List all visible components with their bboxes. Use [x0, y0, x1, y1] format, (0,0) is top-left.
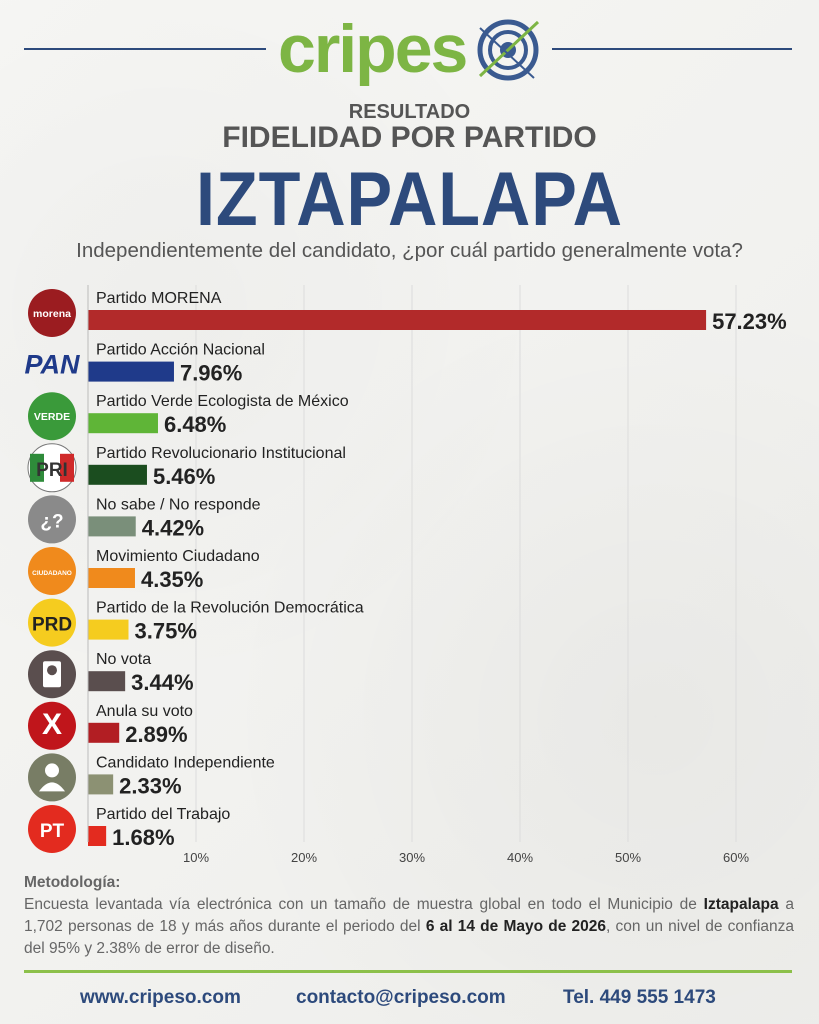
pt-logo-icon [28, 805, 76, 853]
category-label: Partido Acción Nacional [96, 342, 265, 359]
data-label: 4.42% [142, 515, 204, 540]
bar [88, 516, 136, 537]
footer-website-link[interactable]: www.cripeso.com [80, 987, 241, 1008]
kicker: RESULTADO [348, 101, 471, 123]
data-label: 2.89% [125, 722, 187, 747]
data-label: 7.96% [180, 361, 242, 386]
pri-green-band [30, 453, 44, 482]
bar [88, 361, 174, 382]
bar [88, 774, 114, 795]
bar [88, 310, 707, 330]
x-cross-icon [28, 701, 76, 750]
ballot-person [47, 665, 57, 676]
category-label: Partido MORENA [96, 290, 222, 307]
x-tick-label: 40% [507, 850, 533, 865]
target-icon [477, 19, 540, 81]
methodology-place: Iztapalapa [703, 896, 779, 913]
footer-phone: Tel. 449 555 1473 [563, 987, 716, 1008]
footer-email-link[interactable]: contacto@cripeso.com [296, 987, 506, 1008]
category-label: Partido Verde Ecologista de México [96, 393, 349, 410]
header-divider-right [552, 48, 792, 50]
x-tick-label: 50% [615, 850, 641, 865]
survey-question: Independientemente del candidato, ¿por c… [76, 239, 743, 262]
prd-logo-icon-text: PRD [32, 615, 72, 636]
category-label: No sabe / No responde [96, 496, 261, 513]
methodology-period: 6 al 14 de Mayo de 2026 [425, 918, 607, 935]
category-label: Partido Revolucionario Institucional [96, 445, 346, 462]
methodology-heading: Metodología: [24, 874, 121, 891]
data-label: 57.23% [712, 309, 787, 334]
pri-red-band [60, 453, 74, 482]
x-tick-label: 20% [291, 850, 317, 865]
data-label: 3.44% [131, 670, 193, 695]
bar [88, 722, 120, 743]
methodology-text-1: Encuesta levantada vía electrónica con u… [24, 896, 704, 913]
category-label: Anula su voto [96, 703, 193, 720]
data-label: 3.75% [135, 619, 197, 644]
bar [88, 619, 129, 640]
data-label: 1.68% [112, 825, 174, 850]
header-divider-left [24, 48, 266, 50]
bar [88, 464, 147, 485]
data-label: 2.33% [119, 773, 181, 798]
bar-chart: 10% 20% 30% 40% 50% 60% morena Partido MORENA 57… [24, 285, 787, 865]
morena-logo-icon-text: morena [33, 308, 71, 320]
x-tick-label: 10% [183, 850, 209, 865]
x-tick-label: 30% [399, 850, 425, 865]
data-label: 4.35% [141, 567, 203, 592]
logo-text-green: cripes [278, 11, 468, 87]
methodology-text-3: , con un nivel de confianza del 95% y 2.… [24, 918, 794, 957]
category-label: No vota [96, 651, 151, 668]
morena-logo-icon [28, 289, 76, 337]
prd-logo-icon [28, 598, 76, 647]
person-icon [28, 753, 76, 802]
x-cross-icon-text: X [42, 708, 62, 741]
verde-logo-icon-text: VERDE [34, 411, 70, 423]
methodology-text-2: a 1,702 personas de 18 y más años durant… [24, 896, 794, 935]
methodology: Metodología: Encuesta levantada vía elec… [24, 872, 794, 960]
page-title: IZTAPALAPA [196, 157, 623, 242]
bar [88, 413, 158, 434]
subtitle: FIDELIDAD POR PARTIDO [222, 121, 597, 154]
data-label: 6.48% [164, 412, 226, 437]
bar [88, 826, 107, 846]
movimiento-ciudadano-logo-icon [28, 547, 76, 595]
question-icon [28, 495, 76, 544]
data-label: 5.46% [153, 464, 215, 489]
verde-logo-icon [28, 392, 76, 441]
x-tick-label: 60% [723, 850, 749, 865]
category-label: Partido de la Revolución Democrática [96, 600, 364, 617]
person-body [39, 782, 65, 792]
pan-logo-icon-text: PAN [24, 350, 80, 380]
pri-logo-icon-text: PRI [36, 460, 68, 481]
question-icon-text: ¿? [40, 511, 63, 532]
category-label: Candidato Independiente [96, 754, 275, 771]
bar [88, 671, 126, 692]
cripeso-logo: cripes [272, 10, 547, 88]
bar [88, 568, 135, 588]
category-label: Partido del Trabajo [96, 806, 230, 823]
pt-logo-icon-text: PT [40, 821, 65, 842]
category-label: Movimiento Ciudadano [96, 548, 260, 565]
footer-divider [24, 970, 792, 973]
movimiento-ciudadano-logo-icon-text: CIUDADANO [32, 570, 72, 577]
person-head [45, 763, 59, 778]
